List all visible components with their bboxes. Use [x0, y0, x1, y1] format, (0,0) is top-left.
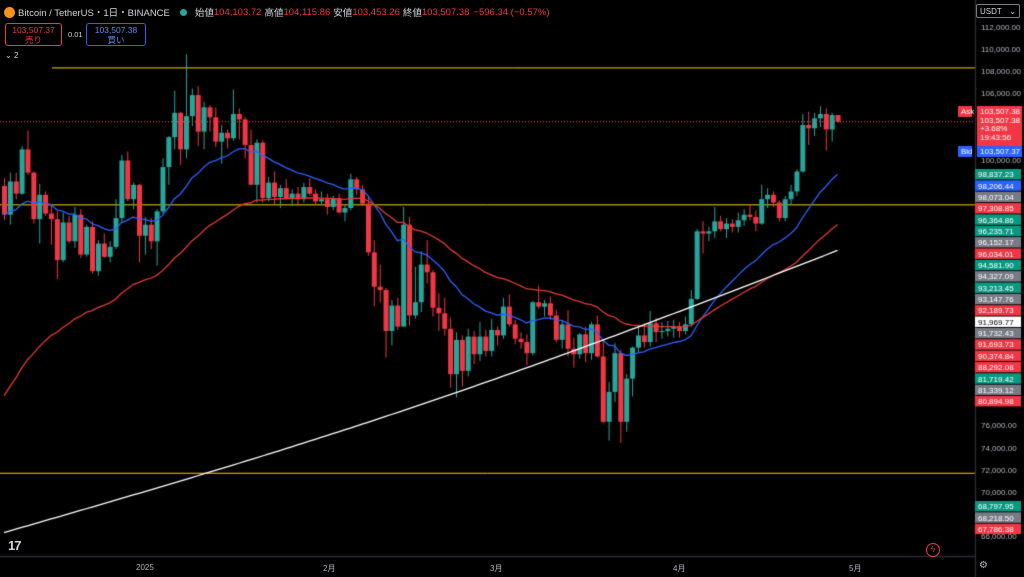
chevron-down-icon: ⌄	[5, 51, 12, 60]
indicators-toggle[interactable]: ⌄ 2	[5, 51, 18, 60]
x-axis-label: 2月	[323, 564, 336, 573]
close-value: 103,507.38	[421, 6, 470, 18]
buy-price: 103,507.38	[94, 24, 138, 35]
buy-label: 買い	[107, 34, 125, 45]
open-value: 104,103.72	[213, 6, 262, 18]
currency-selector[interactable]: USDT ⌄	[976, 4, 1020, 18]
gear-icon[interactable]: ⚙	[979, 560, 988, 571]
open-label: 始値	[194, 8, 214, 19]
x-axis-label: 3月	[490, 564, 503, 573]
low-label: 安値	[333, 8, 353, 19]
high-label: 高値	[264, 8, 284, 19]
buy-button[interactable]: 103,507.38 買い	[86, 23, 146, 46]
sell-label: 売り	[24, 34, 42, 45]
bitcoin-icon	[4, 6, 15, 18]
close-label: 終値	[402, 8, 422, 19]
sell-button[interactable]: 103,507.37 売り	[5, 23, 62, 46]
low-value: 103,453.26	[352, 6, 400, 18]
x-axis-label: 4月	[673, 564, 686, 573]
chart-legend-header: Bitcoin / TetherUS・1日・BINANCE 始値 104,103.…	[4, 5, 549, 19]
spread-value: 0.01	[68, 30, 83, 39]
indicators-count: 2	[13, 51, 19, 60]
tradingview-logo-icon[interactable]: 17	[8, 538, 22, 553]
high-value: 104,115.86	[283, 6, 331, 18]
lightning-icon[interactable]: ϟ	[926, 543, 940, 557]
x-axis-label: 2025	[136, 563, 154, 572]
sell-price: 103,507.37	[12, 24, 55, 35]
market-status-icon[interactable]	[179, 8, 187, 16]
symbol-title[interactable]: Bitcoin / TetherUS・1日・BINANCE	[18, 8, 170, 19]
change-value: −596.34 (−0.57%)	[473, 6, 550, 18]
chevron-down-icon: ⌄	[1009, 6, 1016, 16]
x-axis-label: 5月	[849, 564, 862, 573]
currency-label: USDT	[980, 6, 1002, 16]
